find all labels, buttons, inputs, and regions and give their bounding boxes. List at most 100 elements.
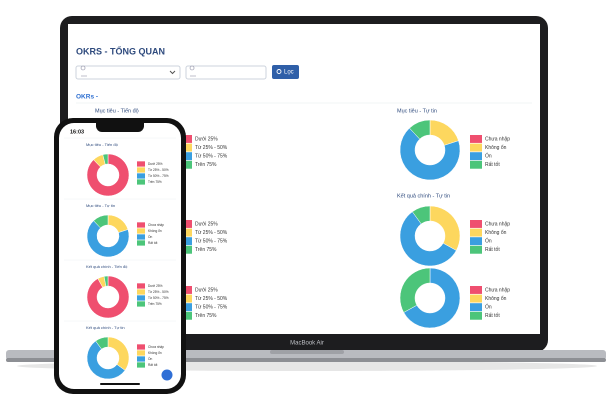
legend-swatch: [470, 220, 482, 228]
donut-segment: [399, 127, 461, 181]
legend-label: Không ổn: [148, 351, 162, 355]
donut-segment: [403, 267, 461, 329]
donut-segment: [399, 211, 457, 267]
legend-label: Chưa nhập: [485, 136, 510, 142]
chart-title: Kết quả chính - Tự tin: [86, 325, 125, 330]
page-title: OKRS - TỔNG QUAN: [76, 45, 165, 56]
legend-label: Từ 25% - 50%: [148, 168, 169, 172]
donut-segment: [86, 220, 130, 258]
donut-segment: [102, 153, 109, 165]
filter-button-bg[interactable]: [272, 65, 299, 79]
legend-swatch: [137, 179, 145, 185]
legend-label: Ổn: [148, 356, 152, 361]
legend-label: Ổn: [485, 153, 492, 160]
legend-swatch: [470, 152, 482, 161]
legend-label: Ổn: [485, 238, 492, 245]
legend-swatch: [137, 161, 145, 167]
chart-title: Kết quả chính - Tiến độ: [86, 264, 128, 269]
donut-segment: [95, 336, 109, 350]
legend-swatch: [470, 303, 482, 312]
legend-label: Chưa nhập: [485, 221, 510, 227]
legend-label: Rất tốt: [485, 247, 500, 253]
search-icon: [276, 69, 282, 74]
legend-swatch: [470, 228, 482, 237]
legend-label: Trên 75%: [148, 180, 162, 184]
legend-swatch: [470, 245, 482, 254]
user-icon: [80, 65, 87, 77]
legend-label: Không ổn: [485, 229, 507, 236]
chart-title: Kết quả chính - Tự tin: [397, 193, 450, 199]
filter-button-label[interactable]: Lọc: [284, 70, 294, 76]
select-box[interactable]: [75, 65, 181, 80]
legend-label: Dưới 25%: [148, 284, 163, 288]
legend-swatch: [470, 143, 482, 152]
legend-label: Chưa nhập: [148, 223, 164, 227]
legend-swatch: [137, 228, 145, 234]
chevron: [169, 70, 176, 75]
legend-swatch: [137, 344, 145, 350]
chart-title: Mục tiêu - Tiến độ: [95, 108, 139, 114]
home-indicator: [100, 383, 140, 385]
legend-label: Không ổn: [485, 295, 507, 302]
floating-button[interactable]: [161, 369, 173, 381]
legend-swatch: [137, 283, 145, 289]
laptop-brand: MacBook Air: [290, 341, 324, 347]
laptop: MacBook Air OKRS - TỔNG QUAN Lọc OKRs - …: [6, 16, 606, 371]
text-input[interactable]: [185, 65, 267, 80]
legend-swatch: [137, 167, 145, 173]
legend-label: Trên 75%: [195, 247, 217, 253]
legend-label: Trên 75%: [195, 313, 217, 319]
status-time: 16:03: [70, 129, 84, 135]
legend-swatch: [470, 160, 482, 169]
legend-swatch: [137, 362, 145, 368]
legend-label: Ổn: [485, 304, 492, 311]
laptop-notch: [270, 350, 344, 354]
legend-swatch: [137, 240, 145, 246]
legend-label: Từ 25% - 50%: [195, 145, 228, 151]
legend-label: Từ 25% - 50%: [148, 290, 169, 294]
donut-segment: [409, 119, 431, 140]
legend-swatch: [137, 222, 145, 228]
legend-swatch: [137, 295, 145, 301]
legend-label: Từ 50% - 75%: [195, 305, 228, 311]
legend-label: Từ 25% - 50%: [195, 296, 228, 302]
filter-button[interactable]: Lọc: [272, 65, 299, 79]
legend-label: Không ổn: [485, 144, 507, 151]
donut-segment: [399, 267, 431, 313]
chart-title: Mục tiêu - Tiến độ: [86, 142, 119, 147]
chart-title: Mục tiêu - Tự tin: [397, 108, 437, 114]
donut-segment: [103, 275, 109, 287]
legend-swatch: [470, 237, 482, 246]
legend-swatch: [137, 234, 145, 240]
legend-swatch: [470, 286, 482, 294]
legend-swatch: [470, 294, 482, 303]
legend-label: Chưa nhập: [485, 287, 510, 293]
legend-label: Rất tốt: [148, 241, 158, 245]
legend-label: Dưới 25%: [195, 221, 218, 227]
legend-label: Từ 50% - 75%: [195, 154, 228, 160]
legend-label: Dưới 25%: [195, 136, 218, 142]
legend-swatch: [137, 289, 145, 295]
legend-swatch: [137, 301, 145, 307]
legend-label: Từ 50% - 75%: [148, 174, 169, 178]
legend-label: Từ 50% - 75%: [195, 239, 228, 245]
legend-label: Không ổn: [148, 229, 162, 233]
legend-swatch: [137, 350, 145, 356]
legend-swatch: [137, 356, 145, 362]
donut-segment: [86, 275, 130, 319]
phone-notch: [96, 123, 144, 132]
legend-label: Trên 75%: [195, 162, 217, 168]
legend-label: Dưới 25%: [148, 162, 163, 166]
section-title: OKRs -: [76, 94, 98, 101]
legend-swatch: [137, 173, 145, 179]
phone-screen: [59, 123, 181, 389]
legend-label: Ổn: [148, 234, 152, 239]
legend-label: Rất tốt: [148, 363, 158, 367]
donut-segment: [86, 340, 126, 380]
chart-title: Mục tiêu - Tự tin: [86, 203, 115, 208]
legend-label: Rất tốt: [485, 313, 500, 319]
legend-label: Từ 25% - 50%: [195, 230, 228, 236]
